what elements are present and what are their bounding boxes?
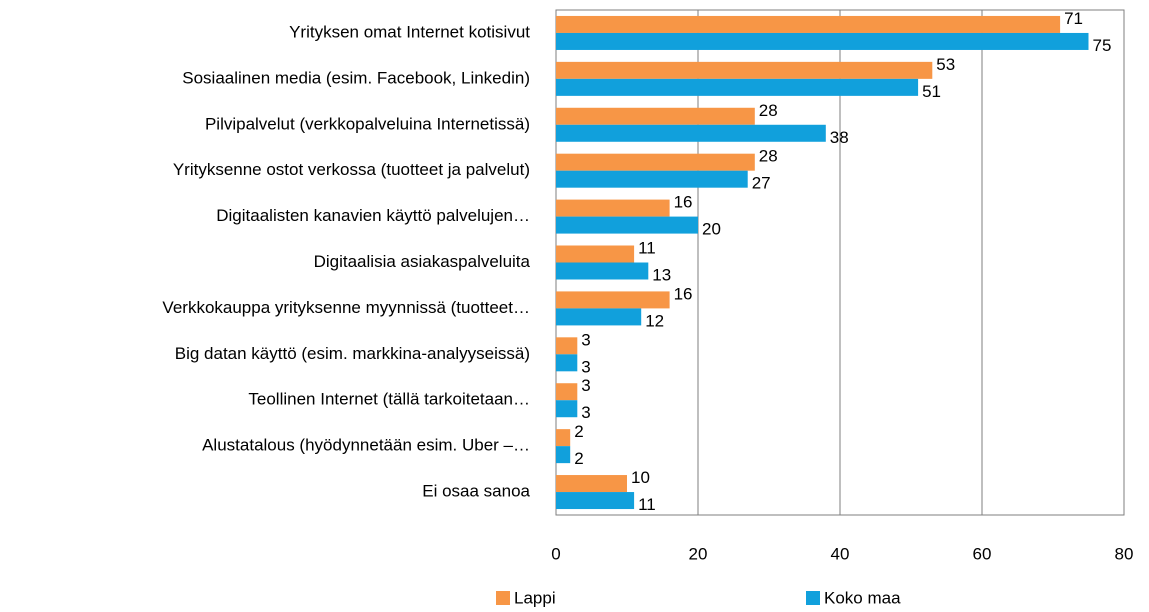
- data-label: 27: [752, 174, 771, 193]
- category-label: Pilvipalvelut (verkkopalveluina Internet…: [205, 114, 530, 133]
- bar: [556, 446, 571, 464]
- data-label: 3: [581, 357, 590, 376]
- bar: [556, 308, 642, 326]
- x-tick-label: 0: [551, 544, 560, 563]
- data-label: 16: [674, 193, 693, 212]
- bar: [556, 216, 698, 234]
- bar: [556, 492, 635, 510]
- x-tick-label: 80: [1115, 544, 1134, 563]
- data-label: 20: [702, 220, 721, 239]
- data-label: 3: [581, 376, 590, 395]
- data-label: 28: [759, 147, 778, 166]
- category-label: Digitaalisia asiakaspalveluita: [314, 252, 531, 271]
- category-label: Ei osaa sanoa: [422, 482, 530, 501]
- data-label: 2: [574, 449, 583, 468]
- bar: [556, 291, 670, 309]
- data-label: 11: [638, 238, 656, 257]
- category-label: Digitaalisten kanavien käyttö palvelujen…: [216, 206, 530, 225]
- legend-swatch: [806, 591, 820, 605]
- bar: [556, 354, 578, 372]
- legend-swatch: [496, 591, 510, 605]
- data-label: 2: [574, 422, 583, 441]
- bar: [556, 107, 755, 125]
- category-label: Teollinen Internet (tällä tarkoitetaan…: [248, 390, 530, 409]
- category-label: Yrityksenne ostot verkossa (tuotteet ja …: [173, 160, 530, 179]
- category-label: Big datan käyttö (esim. markkina-analyys…: [175, 344, 530, 363]
- bar: [556, 124, 826, 142]
- category-label: Sosiaalinen media (esim. Facebook, Linke…: [182, 68, 530, 87]
- category-label: Alustatalous (hyödynnetään esim. Uber –…: [202, 436, 530, 455]
- bar: [556, 170, 748, 188]
- bar: [556, 245, 635, 263]
- bar: [556, 199, 670, 217]
- x-tick-label: 60: [973, 544, 992, 563]
- bar: [556, 475, 627, 493]
- data-label: 10: [631, 468, 650, 487]
- bar: [556, 383, 578, 401]
- data-label: 51: [922, 82, 941, 101]
- legend-label: Koko maa: [824, 588, 901, 607]
- bar: [556, 61, 933, 79]
- data-label: 75: [1093, 36, 1112, 55]
- bar: [556, 78, 919, 96]
- data-label: 13: [652, 265, 671, 284]
- data-label: 12: [645, 311, 664, 330]
- data-label: 28: [759, 101, 778, 120]
- data-label: 3: [581, 330, 590, 349]
- bar: [556, 262, 649, 280]
- data-label: 71: [1064, 9, 1083, 28]
- data-label: 38: [830, 128, 849, 147]
- category-label: Yrityksen omat Internet kotisivut: [289, 22, 530, 41]
- bar: [556, 15, 1061, 33]
- bar: [556, 400, 578, 418]
- bar: [556, 32, 1089, 50]
- data-label: 11: [638, 495, 656, 514]
- data-label: 3: [581, 403, 590, 422]
- category-label: Verkkokauppa yrityksenne myynnissä (tuot…: [162, 298, 530, 317]
- data-label: 53: [936, 55, 955, 74]
- x-tick-label: 20: [689, 544, 708, 563]
- x-tick-label: 40: [831, 544, 850, 563]
- data-label: 16: [674, 284, 693, 303]
- bar: [556, 429, 571, 447]
- bar: [556, 337, 578, 355]
- legend-label: Lappi: [514, 588, 556, 607]
- bar: [556, 153, 755, 171]
